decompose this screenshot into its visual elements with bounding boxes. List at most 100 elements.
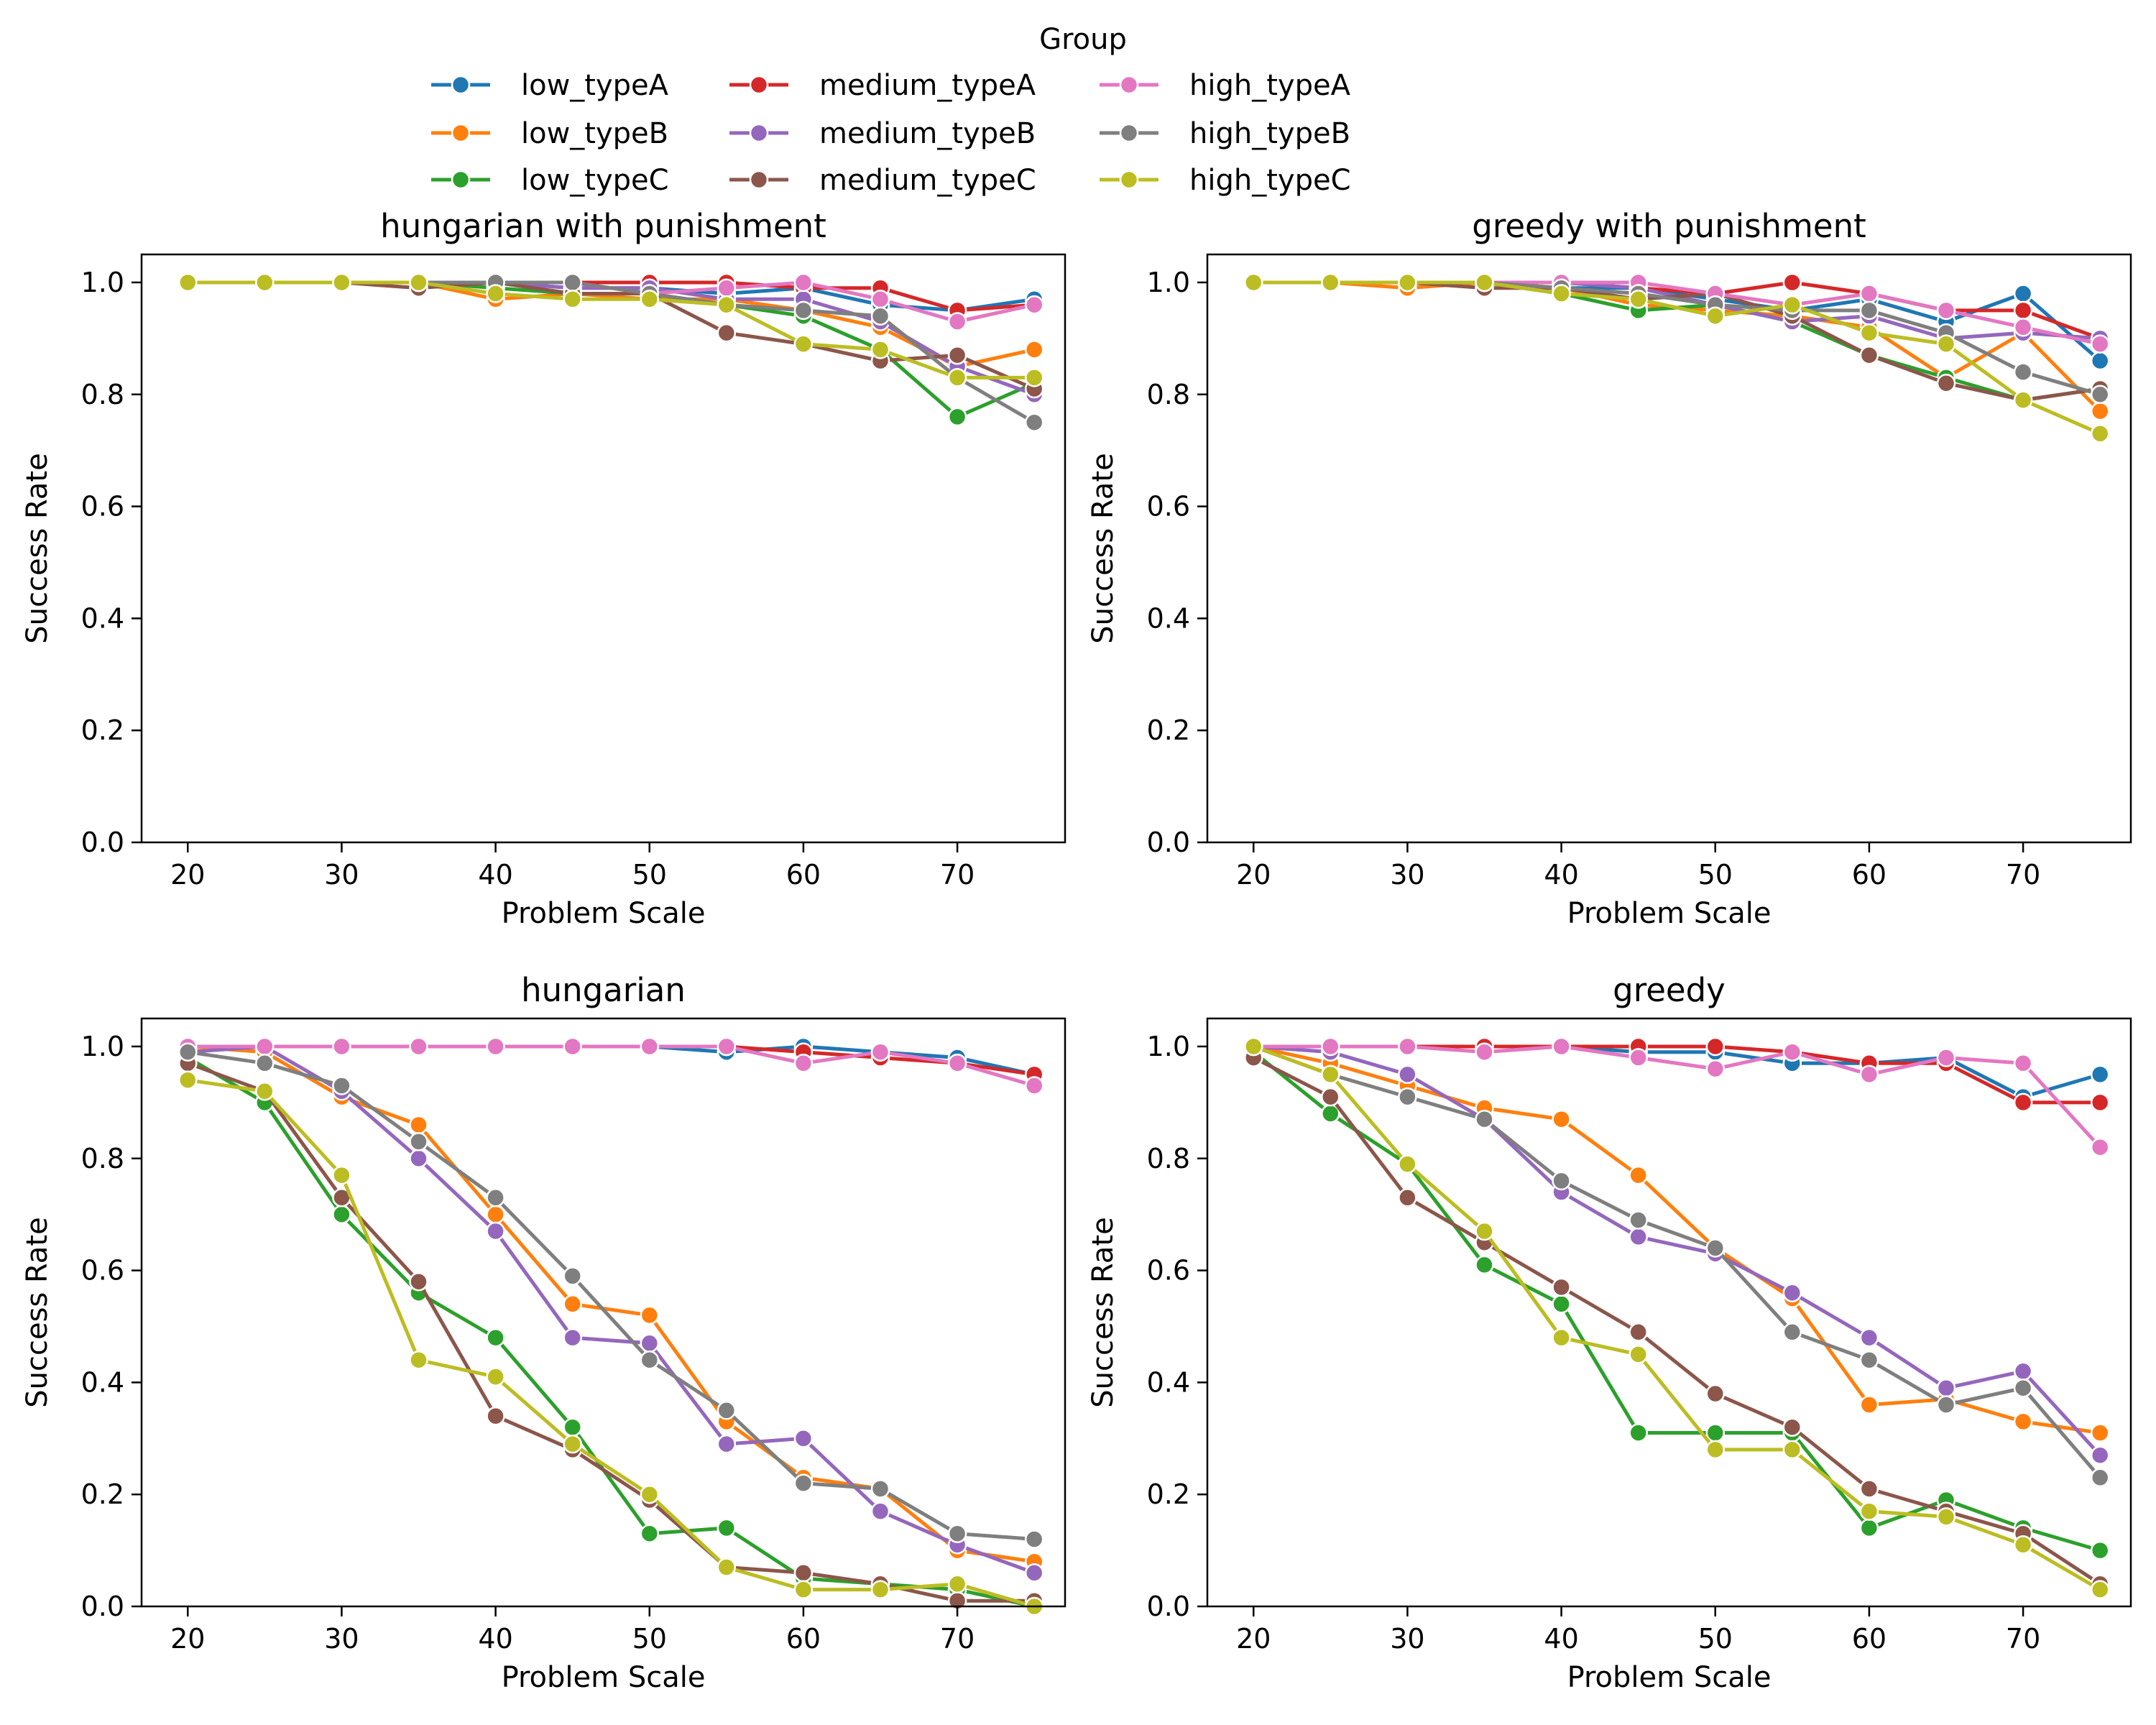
data-point xyxy=(409,272,428,293)
series-medium-typeb xyxy=(178,1036,1044,1583)
legend-label: high_typeA xyxy=(1189,69,1351,102)
data-point xyxy=(2013,1361,2033,1381)
data-point xyxy=(870,1501,890,1521)
data-point xyxy=(1552,1277,1571,1297)
data-point xyxy=(1628,1165,1648,1185)
series-line xyxy=(1251,1044,2102,1480)
data-point xyxy=(1024,340,1044,359)
data-point xyxy=(1398,1036,1417,1057)
data-point xyxy=(1475,1255,1494,1275)
y-tick-label: 0.4 xyxy=(1147,1366,1190,1398)
legend-marker-swatch xyxy=(451,170,471,190)
axes-frame xyxy=(1206,253,2132,844)
data-point xyxy=(2013,1054,2033,1073)
data-point xyxy=(255,272,275,293)
data-point xyxy=(2090,1580,2110,1599)
data-point xyxy=(870,306,890,326)
data-point xyxy=(947,407,967,427)
series-line xyxy=(185,1044,1036,1087)
data-point xyxy=(1628,1423,1648,1443)
x-axis-label: Problem Scale xyxy=(1567,1661,1772,1694)
data-point xyxy=(947,1524,967,1543)
legend-title: Group xyxy=(1039,23,1127,56)
series-line xyxy=(185,1044,1036,1564)
x-axis-label: Problem Scale xyxy=(502,897,706,930)
x-tick-label: 20 xyxy=(1236,1623,1271,1655)
data-point xyxy=(1782,1283,1802,1302)
series-line xyxy=(185,1078,1036,1609)
data-point xyxy=(870,1580,890,1599)
data-point xyxy=(947,345,967,365)
data-point xyxy=(793,1429,814,1448)
x-tick-label: 30 xyxy=(1390,859,1424,891)
data-point xyxy=(332,1036,351,1057)
data-point xyxy=(1859,300,1879,321)
data-point xyxy=(1936,1048,1956,1067)
panels: hungarian with punishment 20 30 40 50 60 70 0.0… xyxy=(21,207,2132,1694)
data-point xyxy=(2090,1423,2110,1443)
x-tick-label: 50 xyxy=(632,859,667,891)
legend-marker-swatch xyxy=(749,75,769,95)
x-tick-label: 40 xyxy=(478,1623,512,1655)
legend-label: high_typeC xyxy=(1189,164,1351,197)
x-tick-label: 60 xyxy=(1852,859,1886,891)
data-point xyxy=(1782,295,1802,315)
y-tick-label: 0.6 xyxy=(81,1255,124,1287)
data-point xyxy=(947,312,967,331)
data-point xyxy=(2090,385,2110,405)
x-tick-label: 50 xyxy=(1698,1623,1733,1655)
data-point xyxy=(1475,272,1494,293)
x-tick-label: 30 xyxy=(324,1623,359,1655)
data-point xyxy=(1936,1395,1956,1414)
legend-label: high_typeB xyxy=(1189,117,1350,150)
data-point xyxy=(2090,1540,2110,1560)
data-point xyxy=(486,1221,505,1241)
legend-marker-swatch xyxy=(749,170,769,190)
data-point xyxy=(409,1036,428,1057)
data-point xyxy=(1782,1042,1802,1062)
y-tick-label: 0.4 xyxy=(1147,602,1190,634)
panel-title: hungarian with punishment xyxy=(380,207,826,245)
y-tick-label: 0.6 xyxy=(1147,1255,1190,1287)
data-point xyxy=(717,1401,737,1420)
legend-label: low_typeB xyxy=(521,117,668,150)
data-point xyxy=(793,1473,814,1493)
legend-item-low-typeb: low_typeB xyxy=(431,117,668,150)
data-point xyxy=(2090,1137,2110,1157)
legend-item-low-typea: low_typeA xyxy=(431,69,669,102)
data-point xyxy=(1782,1417,1802,1437)
data-point xyxy=(1398,1064,1417,1085)
panel-title: greedy xyxy=(1613,971,1726,1009)
data-point xyxy=(1628,1048,1648,1067)
x-tick-label: 70 xyxy=(2006,859,2040,891)
data-point xyxy=(1398,272,1417,293)
x-tick-label: 50 xyxy=(1698,859,1733,891)
data-point xyxy=(1628,290,1648,309)
data-point xyxy=(1859,1395,1879,1414)
y-tick-label: 0.2 xyxy=(81,714,124,746)
panel-title: greedy with punishment xyxy=(1472,207,1866,245)
data-point xyxy=(1936,1378,1956,1398)
data-point xyxy=(1475,1221,1494,1241)
series-group xyxy=(1244,272,2110,443)
data-point xyxy=(1628,1345,1648,1364)
x-tick-label: 40 xyxy=(1544,1623,1578,1655)
y-tick-label: 0.0 xyxy=(1147,827,1190,858)
data-point xyxy=(486,1406,505,1426)
data-point xyxy=(1398,1154,1417,1174)
legend-marker-swatch xyxy=(1119,75,1139,95)
data-point xyxy=(1782,1440,1802,1460)
data-point xyxy=(870,1479,890,1499)
data-point xyxy=(2090,1092,2110,1113)
series-high-typea xyxy=(178,1036,1044,1095)
y-tick-label: 0.2 xyxy=(1147,714,1190,746)
y-tick-label: 1.0 xyxy=(1147,1031,1190,1062)
legend-marker-swatch xyxy=(1119,123,1139,143)
data-point xyxy=(1024,1530,1044,1549)
data-point xyxy=(178,1042,198,1062)
data-point xyxy=(793,1580,814,1599)
data-point xyxy=(640,1305,660,1325)
panel-hungarian: hungarian 20 30 40 50 60 70 0.0 0.2 0.4 0.6 0.8 1.0 P… xyxy=(21,971,1067,1694)
y-tick-label: 1.0 xyxy=(1147,267,1190,298)
